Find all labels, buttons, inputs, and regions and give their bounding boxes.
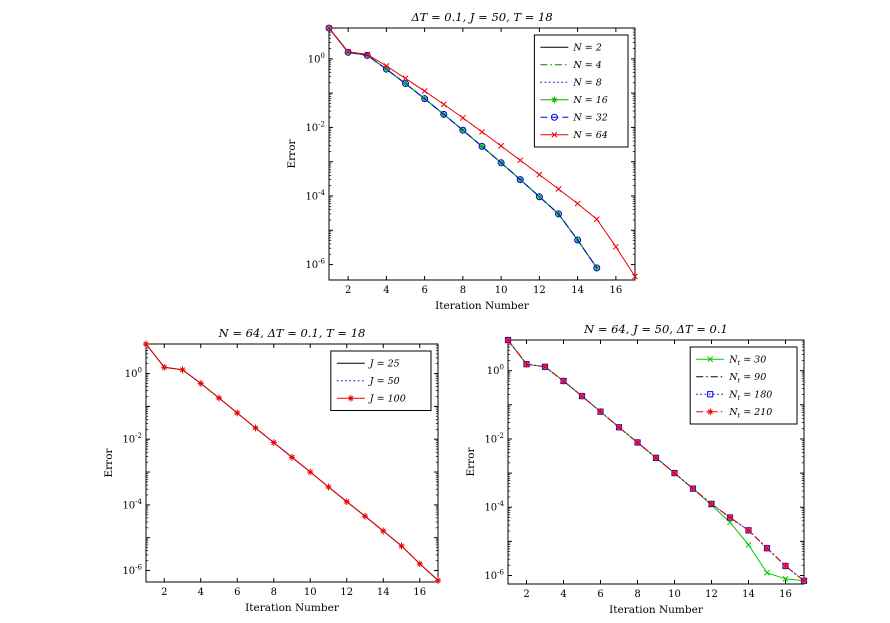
chart-title: N = 64, ΔT = 0.1, T = 18 xyxy=(218,326,366,340)
y-tick-label: 10-4 xyxy=(122,498,142,512)
x-tick-label: 4 xyxy=(383,285,389,296)
x-tick-label: 4 xyxy=(560,589,566,600)
y-axis-label: Error xyxy=(103,447,115,477)
legend-entry-label: Nt = 90 xyxy=(728,372,766,385)
y-tick-label: 10-4 xyxy=(484,500,504,514)
x-tick-label: 2 xyxy=(345,285,351,296)
x-tick-label: 4 xyxy=(198,587,204,598)
legend-entry-label: N = 2 xyxy=(572,42,601,53)
x-tick-label: 8 xyxy=(634,589,640,600)
legend-entry-label: N = 64 xyxy=(572,130,607,141)
x-tick-label: 8 xyxy=(271,587,277,598)
legend-entry-label: N = 16 xyxy=(572,95,607,106)
chart-svg-bottom-left-varying-J: 2 4 6 8 10 12 14 16 10-6 10-4 10-2 100 N = 64, ΔT = … xyxy=(103,326,441,614)
chart-error-vs-iteration-varying-J: 2 4 6 8 10 12 14 16 10-6 10-4 10-2 100 N = 64, ΔT = … xyxy=(100,324,448,616)
x-tick-label: 6 xyxy=(597,589,603,600)
x-tick-label: 16 xyxy=(779,589,792,600)
y-tick-label: 100 xyxy=(487,364,504,378)
legend-entry-label: J = 100 xyxy=(368,393,406,404)
y-tick-label: 10-2 xyxy=(484,432,504,446)
legend-entry-label: J = 25 xyxy=(368,358,400,369)
x-tick-label: 12 xyxy=(705,589,718,600)
y-tick-label: 10-4 xyxy=(305,189,325,203)
legend-entry-label: Nt = 30 xyxy=(728,354,766,367)
x-tick-label: 14 xyxy=(377,587,390,598)
y-axis-label: Error xyxy=(465,446,477,476)
chart-svg-top-varying-N: 2 4 6 8 10 12 14 16 10-6 10-4 10-2 100 ΔT = 0.1, J =… xyxy=(286,10,638,312)
y-tick-label: 10-6 xyxy=(122,564,142,578)
y-tick-label: 10-2 xyxy=(305,120,325,134)
x-tick-label: 10 xyxy=(668,589,681,600)
chart-title: ΔT = 0.1, J = 50, T = 18 xyxy=(410,10,552,24)
legend-entry-label: N = 32 xyxy=(572,112,607,123)
x-tick-label: 8 xyxy=(460,285,466,296)
x-tick-label: 2 xyxy=(161,587,167,598)
x-tick-label: 14 xyxy=(742,589,755,600)
legend-box xyxy=(689,346,798,425)
chart-svg-bottom-right-varying-Nt: 2 4 6 8 10 12 14 16 10-6 10-4 10-2 100 N = 64, J = 5… xyxy=(465,322,808,616)
legend-entry-label: N = 4 xyxy=(572,60,601,71)
chart-error-vs-iteration-varying-N: 2 4 6 8 10 12 14 16 10-6 10-4 10-2 100 ΔT = 0.1, J =… xyxy=(283,8,645,314)
x-tick-label: 14 xyxy=(571,285,584,296)
legend-entry-label: Nt = 180 xyxy=(728,389,772,402)
y-tick-label: 100 xyxy=(125,367,142,381)
x-tick-label: 10 xyxy=(304,587,317,598)
legend-entry-label: J = 50 xyxy=(368,376,400,387)
y-axis-label: Error xyxy=(286,138,298,168)
legend-box xyxy=(533,34,629,148)
chart-title: N = 64, J = 50, ΔT = 0.1 xyxy=(583,322,728,336)
x-tick-label: 16 xyxy=(610,285,623,296)
x-axis-label: Iteration Number xyxy=(609,604,704,616)
x-tick-label: 12 xyxy=(340,587,353,598)
y-tick-label: 100 xyxy=(308,52,325,66)
x-tick-label: 16 xyxy=(413,587,426,598)
chart-error-vs-iteration-varying-Nt: 2 4 6 8 10 12 14 16 10-6 10-4 10-2 100 N = 64, J = 5… xyxy=(462,320,814,618)
y-tick-label: 10-6 xyxy=(484,568,504,582)
x-tick-label: 6 xyxy=(234,587,240,598)
y-tick-label: 10-6 xyxy=(305,258,325,272)
x-tick-label: 10 xyxy=(495,285,508,296)
x-axis-label: Iteration Number xyxy=(245,602,340,614)
legend-entry-label: N = 8 xyxy=(572,77,601,88)
x-tick-label: 2 xyxy=(523,589,529,600)
legend-entry-label: Nt = 210 xyxy=(728,407,772,420)
x-tick-label: 12 xyxy=(533,285,546,296)
series-line-n-32 xyxy=(328,27,598,269)
x-axis-label: Iteration Number xyxy=(435,300,530,312)
x-tick-label: 6 xyxy=(421,285,427,296)
legend-box xyxy=(330,350,432,411)
y-tick-label: 10-2 xyxy=(122,432,142,446)
